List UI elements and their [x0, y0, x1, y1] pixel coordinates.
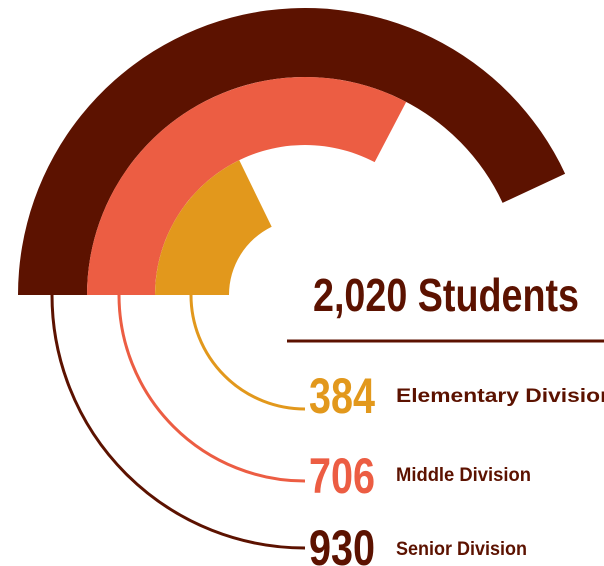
elementary-value: 384 — [309, 368, 375, 424]
senior-value: 930 — [309, 520, 375, 566]
leader-lines — [50, 294, 306, 550]
bar-middle-division — [87, 77, 407, 296]
division-labels: 384 Elementary Division 706 Middle Divis… — [309, 368, 604, 566]
senior-name: Senior Division — [396, 539, 527, 560]
bar-senior-division — [18, 8, 566, 295]
radial-bars — [18, 8, 566, 296]
leader-middle-division — [117, 294, 306, 483]
leader-senior-division — [50, 294, 306, 550]
bar-elementary-division — [155, 160, 272, 295]
leader-elementary-division — [189, 294, 306, 411]
chart-title: 2,020 Students — [313, 269, 579, 321]
elementary-name: Elementary Division — [396, 386, 604, 407]
middle-name: Middle Division — [396, 465, 531, 486]
middle-value: 706 — [309, 448, 375, 504]
